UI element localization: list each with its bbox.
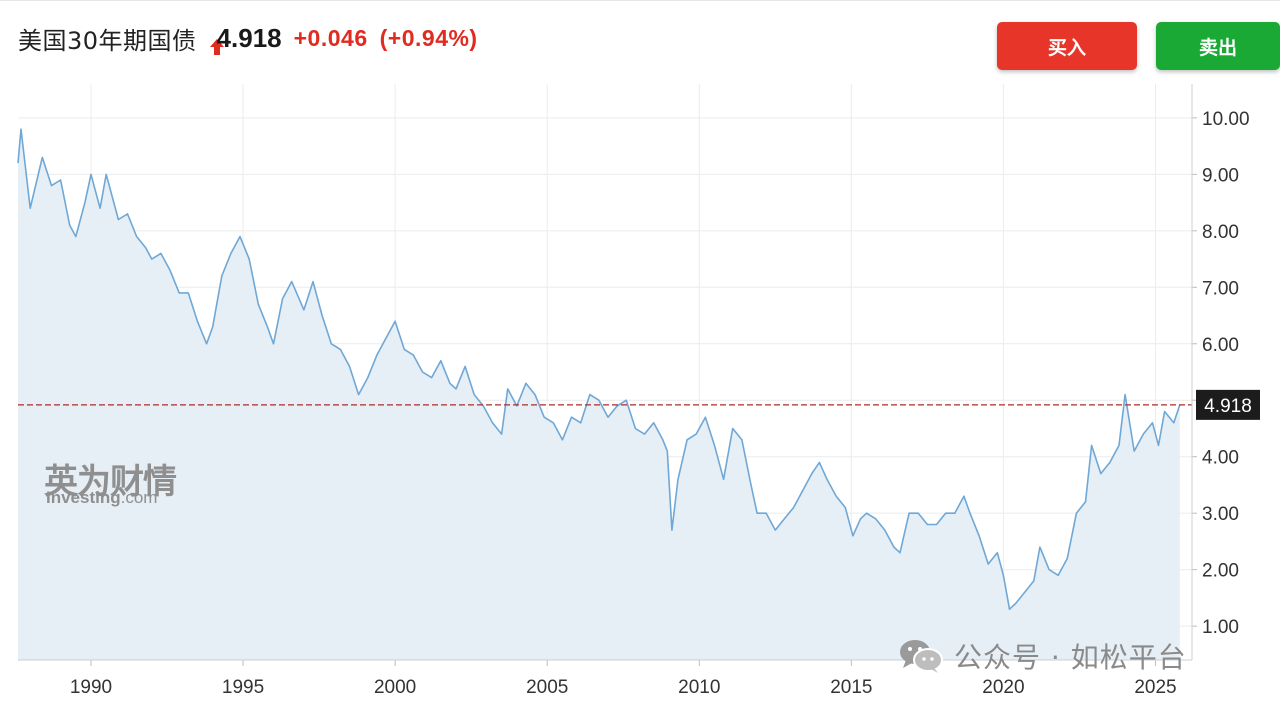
y-tick-label: 6.00 [1202,335,1239,356]
instrument-title: 美国30年期国债 [18,26,197,55]
y-tick-label: 2.00 [1202,561,1239,582]
wechat-icon [898,638,944,674]
sell-button[interactable]: 卖出 [1156,22,1280,70]
watermark-sub-dim: .com [120,488,158,507]
footer-text: 公众号 · 如松平台 [954,641,1187,674]
series-line [17,128,1181,610]
x-tick-label: 2000 [374,677,416,698]
y-tick-label: 8.00 [1202,222,1239,243]
y-tick-label: 4.00 [1202,448,1239,469]
current-price-tag: 4.918 [1196,389,1260,420]
x-tick-label: 2025 [1134,677,1176,698]
price-change-percent: (+0.94%) [379,24,478,51]
x-tick-label: 2020 [982,677,1024,698]
watermark-sub-bold: Investing [46,488,121,507]
current-price-tag-label: 4.918 [1204,396,1252,417]
quote-header: 美国30年期国债 4.918 +0.046 (+0.94%) [18,18,478,58]
x-tick-label: 2005 [526,677,568,698]
watermark-sub: Investing.com [46,488,157,508]
y-tick-label: 7.00 [1202,278,1239,299]
y-tick-label: 3.00 [1202,504,1239,525]
x-tick-label: 1990 [70,677,112,698]
area-fill [18,129,1180,660]
watermark-brand: 英为财情 [44,462,177,502]
y-tick-label: 10.00 [1202,109,1250,130]
y-tick-label: 9.00 [1202,165,1239,186]
price-change: +0.046 [293,24,368,51]
buy-button[interactable]: 买入 [997,22,1137,70]
x-tick-label: 2010 [678,677,720,698]
x-tick-label: 2015 [830,677,872,698]
y-tick-label: 1.00 [1202,617,1239,638]
current-price: 4.918 [216,22,282,53]
x-tick-label: 1995 [222,677,264,698]
axes: 1.002.003.004.005.006.007.008.009.0010.0… [18,84,1250,698]
footer-credit: 公众号 · 如松平台 [898,636,1187,676]
top-divider [0,0,1280,1]
